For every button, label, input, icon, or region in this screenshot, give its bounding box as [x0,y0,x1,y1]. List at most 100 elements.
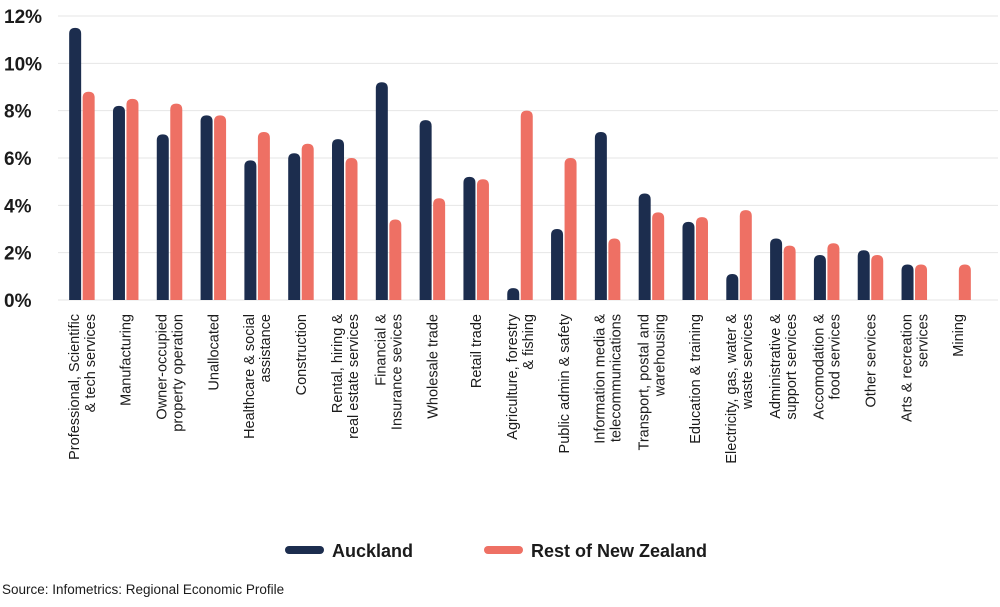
bar-rest-of-nz [652,212,665,300]
y-tick-label: 0% [4,291,32,312]
bar-rest-of-nz [476,179,489,300]
x-category-label: Owner-occupied property operation [155,314,187,432]
x-category-label: Agriculture, forestry & fishing [505,313,537,439]
x-category-label-line: Rental, hiring & [330,314,346,413]
x-category-label-line: Mining [951,314,967,357]
x-axis-labels: Professional, Scientific & tech services M… [67,313,967,463]
y-tick-label: 4% [4,196,32,217]
bar-rest-of-nz [783,245,796,300]
x-category-label-line: Agriculture, forestry [505,313,521,439]
bar-auckland [156,134,169,300]
bars [69,27,971,301]
x-category-label: Healthcare & social assistance [242,314,274,439]
x-category-label-line: Healthcare & social [242,314,258,439]
bar-auckland [770,238,783,300]
x-category-label-line: & tech services [83,314,99,412]
x-category-label: Wholesale trade [425,314,441,419]
x-category-label: Arts & recreation services [899,314,931,422]
x-category-label: Administrative & support services [768,314,800,420]
x-category-label-line: property operation [171,314,187,432]
bar-auckland [69,27,82,300]
x-category-label-line: food services [828,314,844,399]
bar-auckland [638,193,651,300]
bar-auckland [200,115,213,301]
y-tick-label: 6% [4,149,32,170]
bar-rest-of-nz [695,217,708,300]
bar-rest-of-nz [214,115,227,301]
x-category-label-line: Public admin & safety [557,313,573,453]
bar-auckland [288,153,301,300]
x-category-label-line: Administrative & [768,314,784,419]
x-category-label-line: & fishing [521,314,537,370]
bar-rest-of-nz [82,91,95,300]
y-tick-label: 2% [4,244,32,265]
x-category-label-line: real estate services [346,314,362,439]
source-note: Source: Infometrics: Regional Economic P… [2,582,285,597]
bar-rest-of-nz [301,143,314,300]
bar-rest-of-nz [827,243,840,300]
bar-rest-of-nz [915,264,928,300]
bar-rest-of-nz [170,103,183,300]
x-category-label: Rental, hiring & real estate services [330,314,362,439]
x-category-label-line: Unallocated [206,314,222,391]
x-category-label-line: support services [784,314,800,420]
x-category-label: Manufacturing [119,314,135,406]
bar-auckland [594,131,607,300]
bar-rest-of-nz [257,131,270,300]
bar-auckland [857,250,870,300]
x-category-label-line: Manufacturing [119,314,135,406]
x-category-label-line: Accomodation & [812,314,828,420]
x-category-label: Electricity, gas, water & waste services [724,314,756,464]
x-category-label: Retail trade [469,314,485,388]
bar-auckland [419,120,432,300]
x-category-label: Financial & Insurance sevices [374,314,406,430]
x-category-label: Accomodation & food services [812,314,844,420]
x-category-label-line: waste services [740,314,756,410]
x-category-label-line: assistance [258,314,274,383]
x-category-label-line: Information media & [593,314,609,444]
x-category-label-line: Financial & [374,314,390,386]
x-category-label-line: Wholesale trade [425,314,441,419]
bar-rest-of-nz [739,210,752,300]
bar-auckland [375,82,388,301]
x-category-label-line: telecommunications [609,314,625,442]
legend: Auckland Rest of New Zealand [285,541,707,561]
x-category-label-line: Education & training [688,314,704,444]
bar-rest-of-nz [345,158,358,300]
bar-auckland [463,176,476,300]
bar-auckland [507,288,520,300]
x-category-label-line: Owner-occupied [155,314,171,420]
y-axis-ticks: 0% 2% 4% 6% 8% 10% 12% [4,7,42,312]
x-category-label-line: services [915,314,931,367]
x-category-label-line: Other services [863,314,879,407]
bar-auckland [726,273,739,300]
bar-auckland [112,105,125,300]
y-tick-label: 10% [4,54,42,75]
x-category-label-line: Insurance sevices [390,314,406,430]
bar-auckland [682,221,695,300]
x-category-label: Other services [863,314,879,407]
bar-rest-of-nz [871,255,884,300]
bar-rest-of-nz [126,98,139,300]
bar-rest-of-nz [520,110,533,301]
x-category-label-line: Transport, postal and [636,314,652,450]
bar-rest-of-nz [564,158,577,300]
legend-label: Auckland [332,541,413,561]
y-tick-label: 8% [4,102,32,123]
x-category-label: Education & training [688,314,704,444]
x-category-label: Professional, Scientific & tech services [67,314,99,460]
bar-auckland [813,255,826,300]
x-category-label-line: Electricity, gas, water & [724,314,740,464]
x-category-label: Transport, postal and warehousing [636,314,668,450]
bar-auckland [244,160,257,300]
bar-rest-of-nz [608,238,621,300]
bar-auckland [551,229,564,300]
x-category-label: Construction [294,314,310,395]
y-tick-label: 12% [4,7,42,28]
x-category-label-line: Construction [294,314,310,395]
x-category-label: Public admin & safety [557,313,573,453]
bar-rest-of-nz [389,219,402,300]
x-category-label-line: Arts & recreation [899,314,915,422]
x-category-label: Mining [951,314,967,357]
x-category-label-line: Professional, Scientific [67,314,83,460]
